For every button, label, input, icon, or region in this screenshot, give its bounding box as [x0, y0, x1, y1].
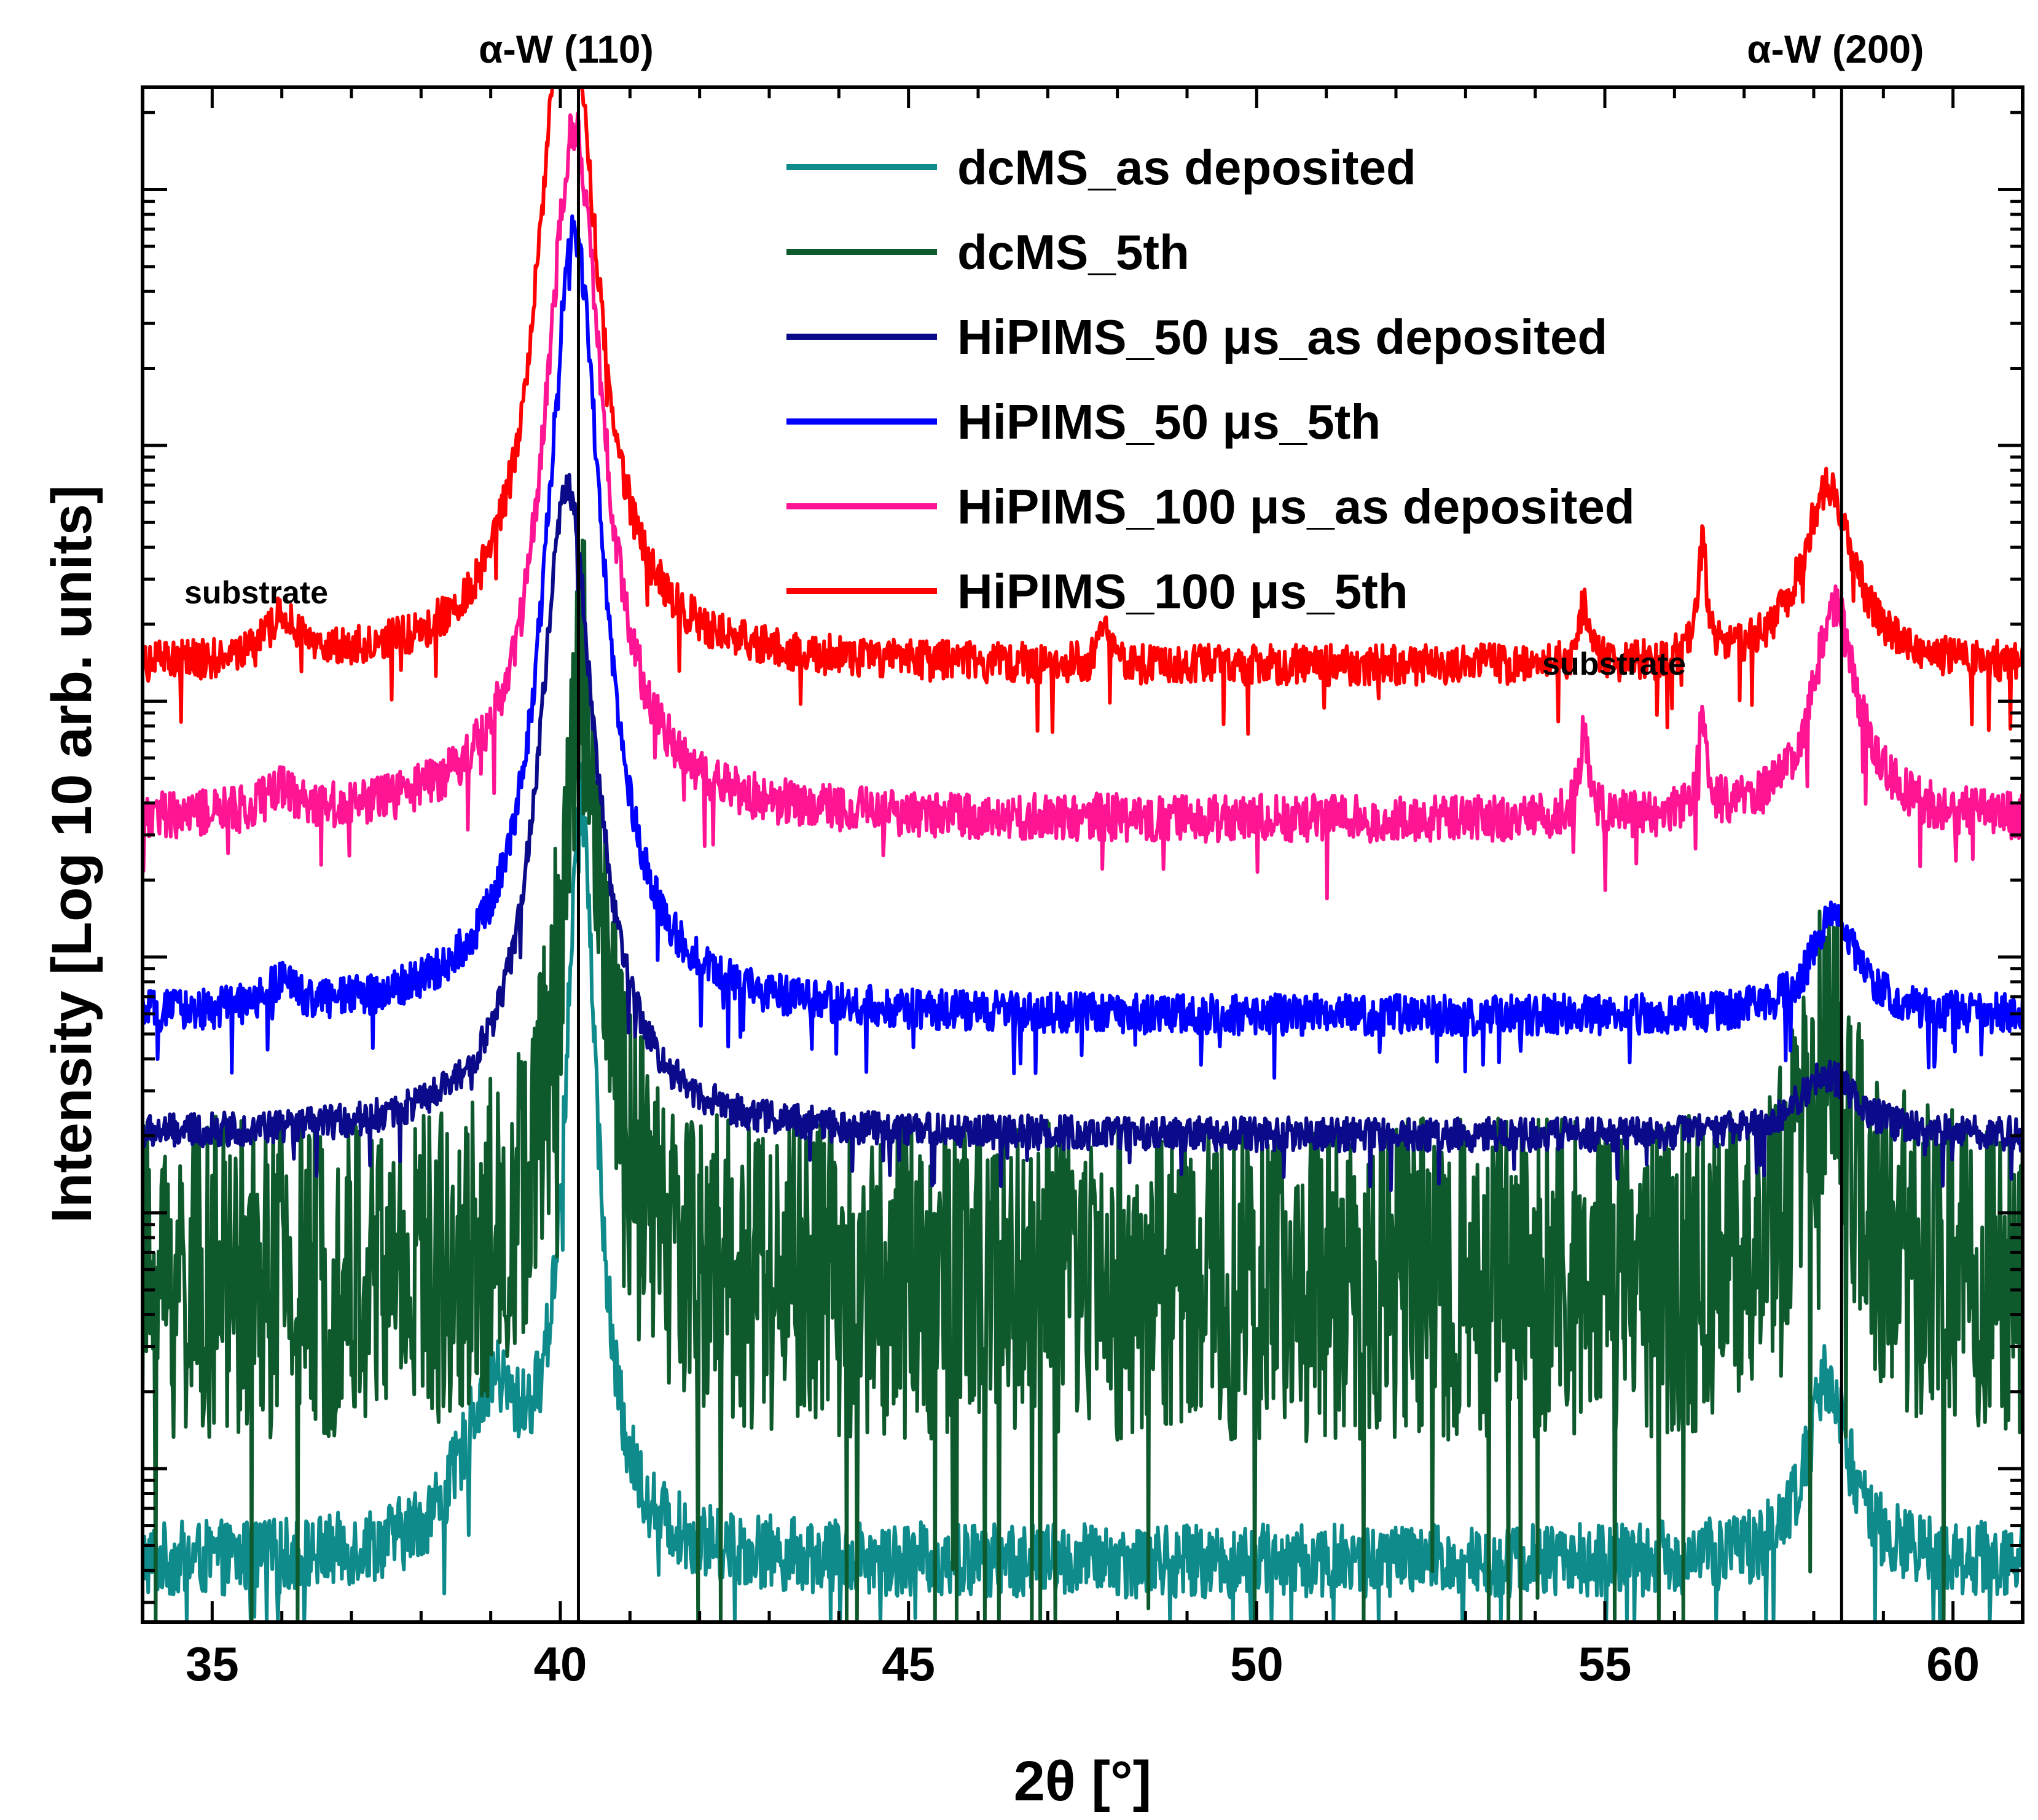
legend: dcMS_as deposited dcMS_5th HiPIMS_50 μs_as…: [786, 140, 1635, 619]
series-line-1: [143, 762, 2023, 1622]
x-tick-label: 45: [882, 1637, 935, 1691]
x-tick-label: 35: [186, 1637, 239, 1691]
legend-entry: HiPIMS_50 μs_5th: [957, 394, 1381, 449]
x-axis-ticks: 35 40 45 50 55 60: [141, 87, 2024, 1691]
x-axis-title: 2θ [°]: [1014, 1750, 1152, 1813]
series-line-6: [143, 87, 2023, 736]
substrate-annotation-right: substrate: [1542, 646, 1686, 682]
legend-entry: dcMS_5th: [957, 225, 1189, 280]
x-tick-label: 40: [534, 1637, 587, 1691]
series-line-5: [143, 111, 2023, 901]
y-axis-title: Intensity [Log 10 arb. units]: [41, 485, 103, 1223]
plot-frame: [141, 85, 2024, 1624]
legend-entry: dcMS_as deposited: [957, 140, 1416, 195]
series-line-3: [143, 473, 2023, 1193]
peak-label-w200: α-W (200): [1747, 27, 1924, 71]
peak-label-w110: α-W (110): [479, 27, 654, 71]
legend-entry: HiPIMS_100 μs_as deposited: [957, 479, 1635, 534]
legend-entry: HiPIMS_100 μs_5th: [957, 564, 1408, 619]
y-axis-ticks: [143, 111, 2023, 1604]
series-line-2: [143, 538, 2023, 1622]
series-line-4: [143, 214, 2023, 1080]
legend-entry: HiPIMS_50 μs_as deposited: [957, 310, 1607, 364]
x-tick-label: 60: [1926, 1637, 1980, 1691]
series-layer: [143, 87, 2023, 1622]
x-tick-label: 50: [1230, 1637, 1284, 1691]
substrate-annotation-left: substrate: [184, 575, 328, 611]
x-tick-label: 55: [1578, 1637, 1632, 1691]
